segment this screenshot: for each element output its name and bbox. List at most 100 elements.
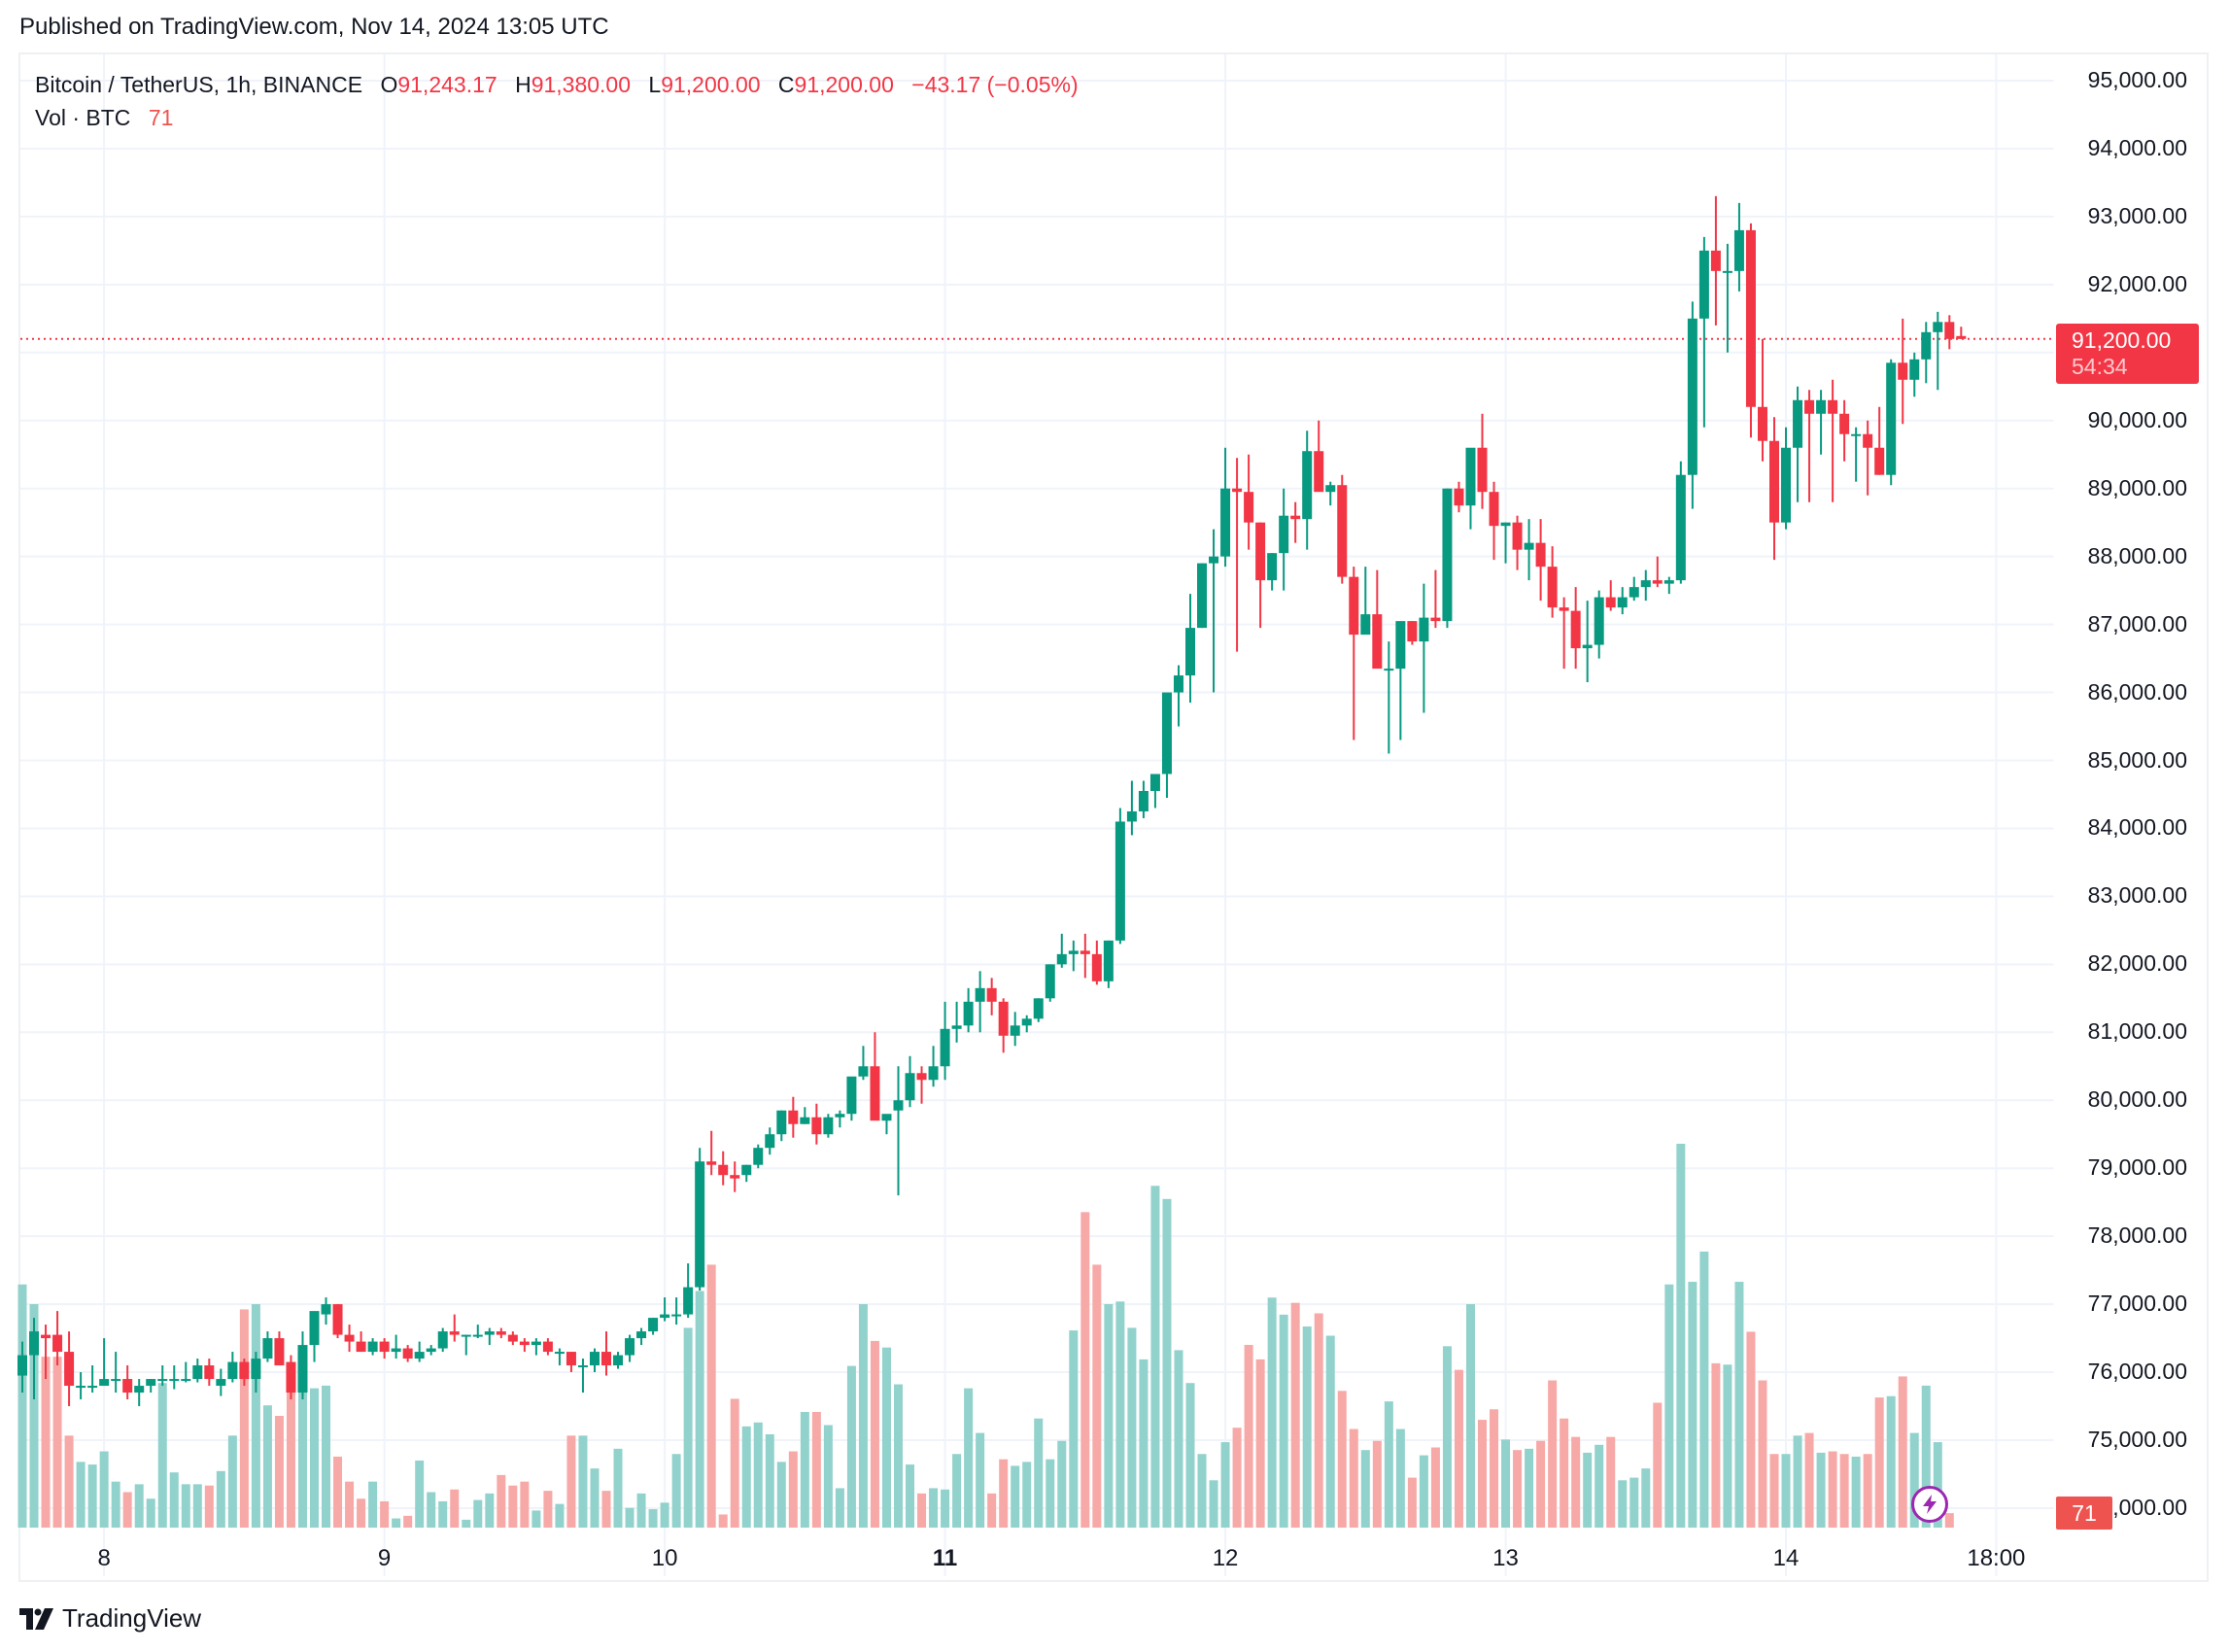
volume-bar [1944,1513,1954,1528]
tradingview-logo[interactable]: TradingView [19,1603,201,1634]
volume-bar [239,1309,249,1528]
candle-body [823,1117,834,1135]
lightning-icon[interactable] [1911,1486,1948,1523]
price-axis-label: 76,000.00 [2087,1359,2187,1385]
price-axis-label: 93,000.00 [2087,202,2187,228]
volume-bar [1793,1435,1802,1528]
candle-body [1851,433,1862,436]
candle-body [1442,488,1453,622]
volume-bar [1279,1314,1288,1528]
candle-body [309,1311,320,1346]
volume-bar [730,1398,739,1528]
candle-body [262,1338,273,1359]
volume-bar [1069,1330,1079,1528]
volume-bar [1804,1432,1814,1528]
volume-bar [1536,1440,1546,1528]
volume-bar [811,1411,821,1528]
volume-bar [1255,1359,1265,1528]
volume-bar [1349,1428,1358,1528]
volume-value: 71 [148,105,174,130]
volume-bar [846,1365,856,1528]
candle-body [1430,617,1441,622]
candle-body [1769,440,1779,523]
candle-body [274,1338,285,1366]
candle-body [1279,515,1289,554]
volume-bar [1723,1364,1732,1528]
candle-body [975,987,985,1002]
candle-body [718,1164,729,1176]
candle-body [1080,950,1090,954]
candle-body [1419,617,1429,642]
volume-bar [706,1264,716,1528]
volume-bar [1606,1436,1616,1528]
volume-bar [660,1502,669,1528]
volume-bar [578,1435,588,1528]
last-price-tag: 91,200.00 54:34 [2056,324,2199,384]
candle-body [1710,250,1721,271]
candle-body [29,1331,40,1356]
candle-body [589,1352,600,1366]
candle-body [1909,359,1920,380]
candle-body [811,1117,822,1135]
volume-bar [1478,1420,1487,1528]
volume-bar [462,1519,471,1528]
brand-name: TradingView [62,1603,202,1633]
candle-body [111,1379,121,1382]
volume-bar [858,1304,868,1528]
volume-bar [508,1485,518,1528]
volume-bar [870,1340,879,1528]
volume-bar [1863,1454,1872,1528]
candle-body [1103,940,1114,981]
volume-bar [473,1499,483,1528]
chart-frame[interactable] [18,52,2209,1582]
time-axis-label: 14 [1772,1545,1800,1571]
candle-body [1816,399,1827,414]
volume-bar [52,1357,62,1528]
volume-bar [1921,1385,1931,1528]
candle-body [239,1361,250,1380]
candle-body [858,1066,869,1077]
candle-body [916,1073,927,1081]
volume-bar [1407,1477,1417,1528]
candle-body [648,1318,659,1332]
candle-body [146,1379,156,1387]
candle-body [1349,576,1359,636]
volume-bar [1150,1186,1160,1528]
volume-bar [566,1435,576,1528]
volume-bar [427,1492,436,1528]
candle-body [1944,322,1955,339]
price-axis-label: 88,000.00 [2087,542,2187,568]
candle-body [730,1175,740,1179]
candle-body [1640,580,1651,588]
volume-bar [438,1500,448,1528]
candle-body [1605,597,1616,608]
candle-body [706,1161,717,1165]
symbol-name[interactable]: Bitcoin / TetherUS, 1h, BINANCE [35,72,363,97]
candle-body [1547,567,1558,608]
candle-body [496,1331,506,1335]
candle-body [566,1352,576,1366]
volume-bar [906,1464,915,1528]
candle-body [1197,563,1208,629]
time-axis-label: 9 [377,1545,392,1571]
volume-bar [636,1493,646,1528]
volume-bar [262,1405,272,1528]
candle-body [402,1348,413,1359]
candle-body [671,1314,682,1317]
volume-bar [765,1433,774,1528]
candle-body [928,1066,939,1081]
candle-body [472,1334,483,1337]
volume-bar [964,1388,974,1528]
candle-body [1629,587,1639,598]
candle-body [1804,399,1815,414]
volume-bar [146,1498,155,1528]
volume-bar [1641,1468,1651,1528]
candle-body [1745,229,1756,407]
volume-bar [415,1461,425,1528]
candle-body [1733,229,1744,271]
candle-body [122,1379,133,1394]
volume-label[interactable]: Vol · BTC [35,105,131,130]
published-caption: Published on TradingView.com, Nov 14, 20… [19,14,609,40]
candle-body [286,1361,296,1394]
